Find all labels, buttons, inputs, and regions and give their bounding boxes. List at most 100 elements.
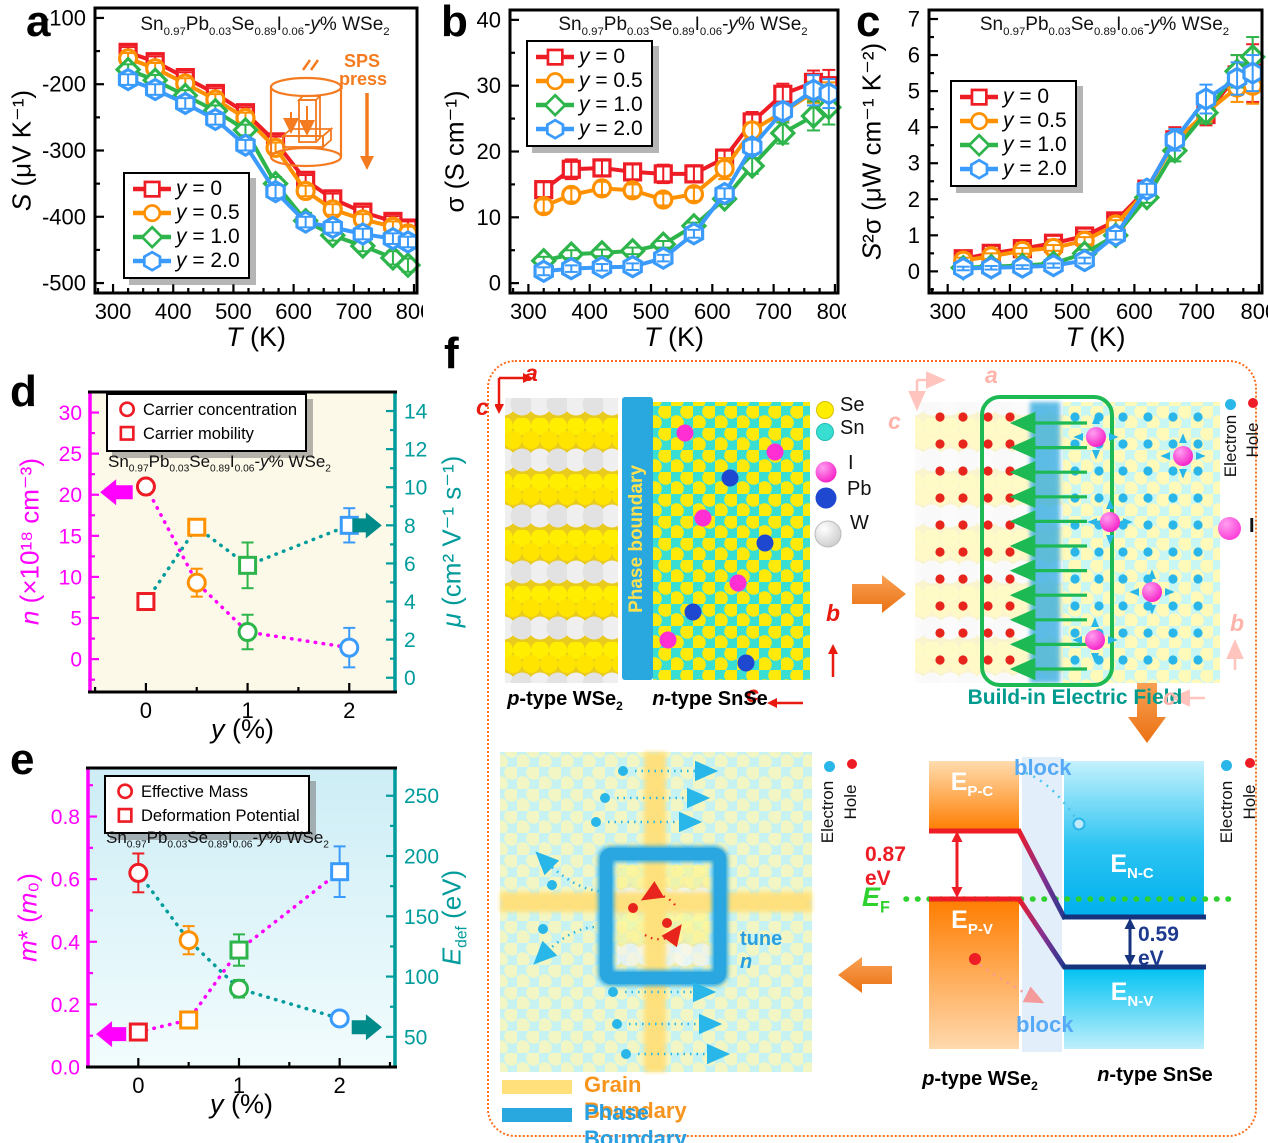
chart-d-ylabel-right: μ (cm² V⁻¹ s⁻¹) [436,455,467,628]
chart-c-title: Sn0.97Pb0.03Se0.89I0.06-y% WSe2 [979,14,1230,38]
svg-text:200: 200 [404,846,439,869]
builtin-field-svg [908,371,1244,707]
phase-boundary-swatch [502,1108,572,1122]
band-gap-n: 0.59 eV [1138,923,1179,970]
phase-boundary-label: Phase Boundary (p-n Junction) [584,1100,687,1143]
svg-text:6: 6 [908,43,920,68]
svg-text:30: 30 [477,73,501,98]
svg-text:1: 1 [908,223,920,248]
legend-item: y = 0 [958,85,1067,109]
legend-marker-icon [119,425,135,441]
legend-marker-icon [960,133,998,157]
svg-text:2: 2 [334,1073,346,1098]
atom-label-pb: Pb [847,478,872,500]
svg-text:3: 3 [908,151,920,176]
chart-d-legend: Carrier concentration Carrier mobility [106,393,308,452]
chart-e-legend: Effective Mass Deformation Potential [104,775,310,834]
chart-a-title: Sn0.97Pb0.03Se0.89I0.06-y% WSe2 [140,14,390,38]
svg-text:600: 600 [275,299,312,324]
chart-conductivity: 300400500600700800010203040y = 0y = 0.5y… [423,0,854,350]
legend-item: y = 1.0 [958,133,1067,157]
legend-label: y = 0.5 [1003,109,1067,132]
svg-text:300: 300 [929,299,966,324]
atom-label-i: I [848,452,854,474]
crystal-axis-b: b [826,600,841,626]
svg-text:700: 700 [1178,299,1215,324]
field-axis-c2: c [1163,684,1176,710]
svg-text:20: 20 [477,139,501,164]
legend-item: y = 0.5 [958,109,1067,133]
hole-dot-icon [1248,398,1258,408]
svg-text:0: 0 [132,1073,144,1098]
svg-text:2: 2 [908,187,920,212]
legend-item: Effective Mass [112,780,300,804]
svg-text:20: 20 [59,484,82,507]
legend-label: y = 0 [579,45,626,68]
svg-text:400: 400 [992,299,1029,324]
grain-boundary-swatch [502,1080,572,1094]
svg-text:800: 800 [817,299,846,324]
svg-text:1: 1 [241,698,253,723]
legend-item: Carrier concentration [114,398,297,422]
legend-item: y = 2.0 [131,249,240,273]
chart-c-xlabel: T (K) [1065,322,1126,352]
sps-label-2: press [339,69,388,89]
chart-b-xlabel: T (K) [644,322,704,352]
iodine-ball-icon [1218,517,1241,540]
atom-label-se: Se [840,394,865,416]
legend-item: y = 0 [534,45,643,69]
svg-text:500: 500 [1054,299,1091,324]
chart-c-ylabel: S²σ (μW cm⁻¹ K⁻²) [856,42,887,260]
electron-dot-icon [1221,760,1232,771]
legend-marker-icon [536,48,574,66]
chart-e-ylabel-left: m* (m₀) [12,872,43,962]
svg-text:-500: -500 [42,271,86,296]
chart-a-plot: 300 400 500 600 700 800 -100 -200 -300 -400 -500 [42,5,432,324]
svg-text:0.0: 0.0 [51,1057,80,1080]
legend-marker-icon [133,180,171,198]
chart-b-plot: 300 400 500 600 700 800 0 10 20 30 40 [477,7,854,324]
legend-item: y = 0 [131,177,240,201]
svg-text:30: 30 [59,402,82,425]
hole-dot-icon [1245,758,1255,768]
band-n-type-label: n-type SnSe [1097,1064,1213,1086]
svg-text:500: 500 [633,299,670,324]
legend-label: y = 2.0 [176,249,240,272]
legend-item: y = 2.0 [534,117,643,141]
chart-power-factor: 30040050060070080001234567y = 0y = 0.5y … [846,0,1268,350]
chart-b-ylabel: σ (S cm⁻¹) [439,89,470,213]
svg-text:250: 250 [404,785,439,808]
svg-text:5: 5 [70,608,82,631]
chart-a-xlabel: T (K) [226,322,286,352]
legend-item: y = 2.0 [958,157,1067,181]
legend-label: y = 2.0 [579,117,643,140]
n-type-crystal-label: n-type SnSe [652,688,768,710]
legend-marker-icon [133,204,171,223]
hole-dot-icon [847,759,857,769]
svg-text:0: 0 [489,271,501,296]
svg-text:0.2: 0.2 [51,994,80,1017]
svg-text:50: 50 [404,1026,427,1049]
chart-d-ylabel-left: n (×10¹⁸ cm⁻³) [14,458,45,626]
band-block-top: block [1014,755,1072,780]
crystal-axis-c: c [476,394,489,420]
svg-text:500: 500 [215,299,252,324]
svg-text:600: 600 [1116,299,1153,324]
legend-marker-icon [960,88,998,106]
legend-marker-icon [133,250,171,272]
svg-text:800: 800 [1241,299,1268,324]
svg-text:0: 0 [70,649,82,672]
sps-label-1: SPS [344,51,381,71]
svg-text:700: 700 [335,299,372,324]
svg-text:10: 10 [59,566,82,589]
svg-text:8: 8 [404,515,416,538]
chart-c-plot: 300 400 500 600 700 800 0 1 2 3 4 5 6 7 [908,7,1268,324]
electron-dot-icon [824,761,835,772]
svg-text:400: 400 [571,299,608,324]
svg-text:700: 700 [755,299,792,324]
field-axis-c: c [888,408,901,434]
svg-text:600: 600 [694,299,731,324]
svg-text:15: 15 [59,525,82,548]
svg-text:2: 2 [343,698,355,723]
